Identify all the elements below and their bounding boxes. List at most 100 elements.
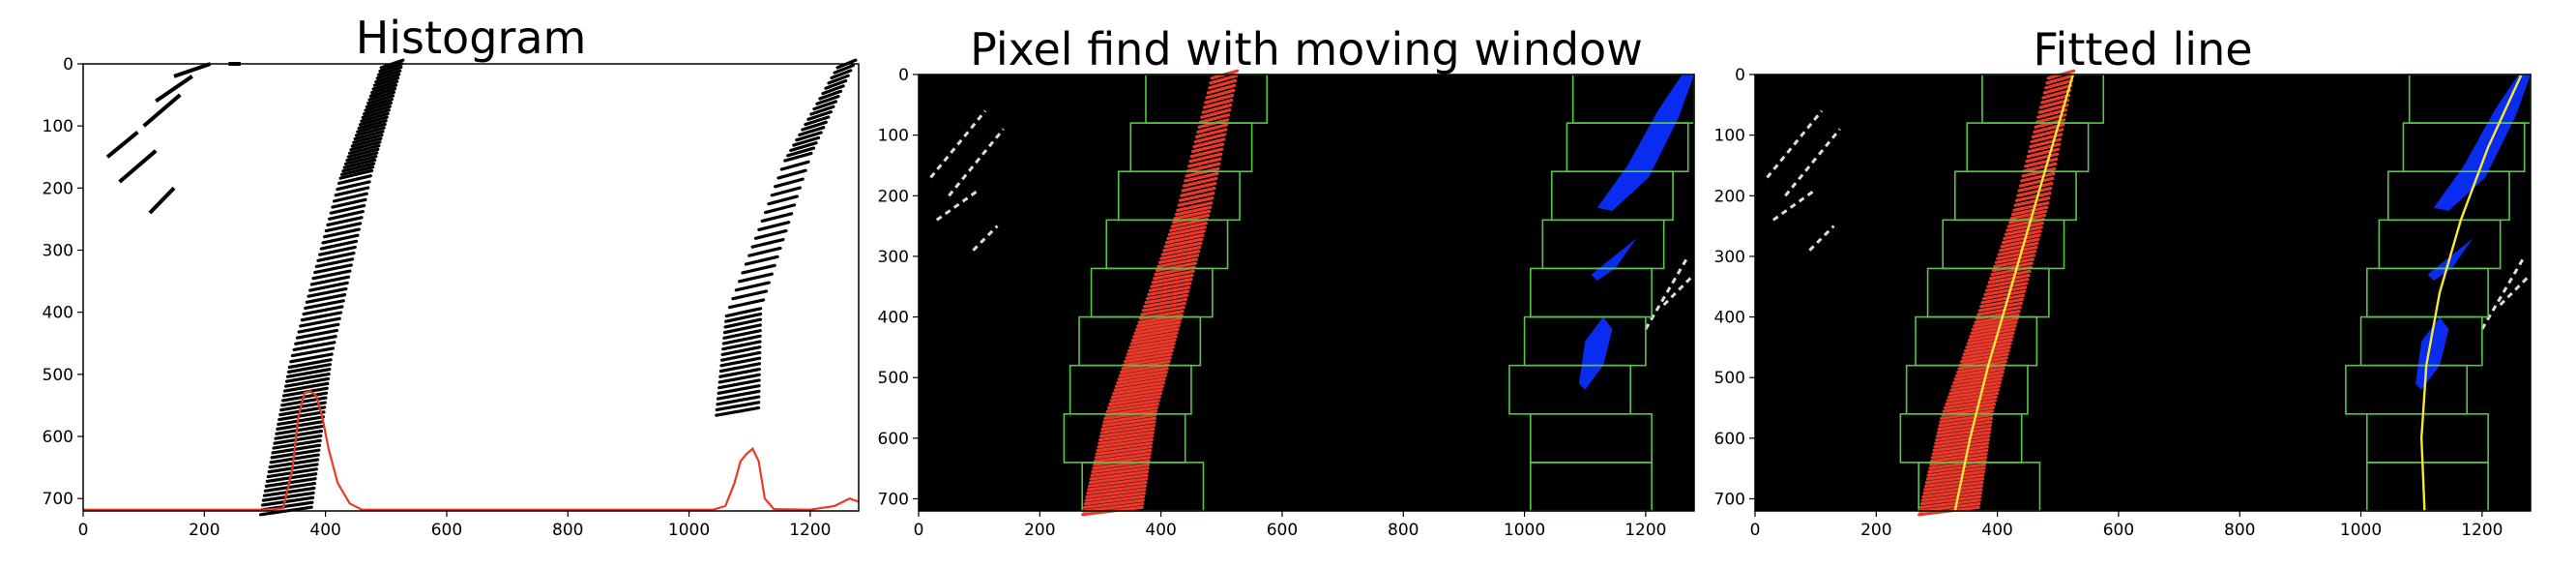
left-lane-pixels bbox=[1923, 480, 1984, 492]
moving-window-plot-area bbox=[919, 75, 1694, 511]
left-lane-pixels bbox=[321, 233, 360, 245]
left-lane-pixels bbox=[294, 335, 337, 345]
left-lane-pixels bbox=[1999, 241, 2039, 253]
right-lane-pixels bbox=[717, 384, 761, 395]
right-lane-pixels bbox=[2415, 316, 2449, 390]
left-lane-pixels bbox=[353, 130, 385, 141]
left-lane-pixels bbox=[1098, 427, 1156, 438]
left-lane-pixels bbox=[1122, 356, 1172, 367]
left-lane-pixels bbox=[278, 410, 326, 422]
left-lane-pixels bbox=[366, 94, 395, 105]
left-lane-pixels bbox=[281, 391, 329, 403]
right-lane-pixels bbox=[1579, 316, 1613, 390]
noise-pixels bbox=[1644, 255, 1690, 330]
left-lane-pixels bbox=[2037, 104, 2069, 114]
left-lane-pixels bbox=[1976, 305, 2022, 316]
left-lane-pixels bbox=[1102, 413, 1157, 424]
left-lane-pixels bbox=[1918, 498, 1981, 510]
left-lane-pixels bbox=[309, 275, 351, 286]
left-lane-pixels bbox=[1981, 289, 2027, 301]
left-lane-pixels bbox=[1966, 335, 2014, 345]
right-lane-pixels bbox=[763, 203, 797, 215]
right-lane-pixels bbox=[734, 281, 772, 292]
left-lane-pixels bbox=[1182, 176, 1218, 188]
left-lane-pixels bbox=[1181, 181, 1217, 193]
left-lane-pixels bbox=[319, 239, 359, 251]
left-lane-pixels bbox=[1936, 424, 1992, 434]
left-lane-pixels bbox=[2020, 171, 2056, 183]
left-lane-pixels bbox=[318, 245, 357, 256]
left-lane-pixels bbox=[2016, 187, 2053, 197]
left-lane-pixels bbox=[1943, 399, 1997, 410]
left-lane-pixels bbox=[2003, 229, 2042, 241]
fitted-line-plot-area bbox=[1755, 75, 2531, 511]
right-lane-pixels bbox=[719, 356, 762, 368]
left-lane-pixels bbox=[272, 438, 322, 450]
fitted-line-title: Fitted line bbox=[2033, 23, 2252, 75]
fitted-lane-line bbox=[2419, 74, 2523, 512]
right-lane-pixels bbox=[723, 317, 763, 329]
right-lane-pixels bbox=[724, 307, 763, 318]
left-lane-pixels bbox=[1103, 409, 1158, 421]
fitted-line-frame bbox=[1754, 74, 2532, 512]
left-lane-pixels bbox=[362, 105, 392, 116]
left-lane-pixels bbox=[2009, 209, 2048, 221]
right-lane-pixels bbox=[809, 105, 835, 116]
left-lane-pixels bbox=[2005, 222, 2044, 232]
left-lane-pixels bbox=[280, 396, 328, 407]
left-lane-pixels bbox=[1934, 434, 1991, 445]
left-lane-pixels bbox=[341, 162, 376, 173]
left-lane-pixels bbox=[271, 443, 322, 455]
right-lane-pixels bbox=[750, 237, 785, 249]
noise-pixels bbox=[2480, 255, 2527, 330]
left-lane-pixels bbox=[1086, 484, 1147, 495]
right-lane-pixels bbox=[720, 345, 762, 357]
left-lane-pixels bbox=[2004, 225, 2043, 236]
right-lane-pixels bbox=[806, 110, 833, 121]
left-lane-pixels bbox=[1136, 316, 1183, 328]
left-lane-pixels bbox=[1996, 250, 2037, 260]
left-lane-pixels bbox=[1977, 301, 2023, 313]
left-lane-pixels bbox=[284, 372, 331, 383]
noise-pixels bbox=[935, 188, 981, 222]
left-lane-pixels bbox=[1937, 420, 1993, 432]
left-lane-pixels bbox=[1984, 282, 2029, 292]
left-lane-pixels bbox=[1126, 345, 1175, 356]
left-lane-pixels bbox=[270, 448, 321, 460]
left-lane-pixels bbox=[1176, 201, 1214, 212]
left-lane-pixels bbox=[354, 126, 386, 137]
left-lane-pixels bbox=[1971, 320, 2018, 332]
y-tick-label: 500 bbox=[1714, 369, 1745, 388]
left-lane-pixels bbox=[1991, 261, 2034, 273]
left-lane-pixels bbox=[1125, 348, 1174, 360]
left-lane-pixels bbox=[1969, 327, 2016, 339]
left-lane-pixels bbox=[331, 197, 367, 209]
right-lane-pixels bbox=[738, 272, 774, 284]
left-lane-pixels bbox=[1963, 342, 2012, 353]
left-lane-pixels bbox=[1926, 466, 1986, 477]
left-lane-pixels bbox=[323, 227, 361, 239]
left-lane-pixels bbox=[1209, 74, 1239, 85]
left-lane-pixels bbox=[356, 122, 387, 134]
left-lane-pixels bbox=[1174, 205, 1213, 217]
right-lane-pixels bbox=[770, 186, 802, 197]
left-lane-pixels bbox=[1098, 434, 1155, 445]
moving-window-title: Pixel find with moving window bbox=[970, 23, 1643, 75]
y-tick-label: 700 bbox=[43, 490, 73, 509]
left-lane-pixels bbox=[342, 158, 377, 169]
y-tick-label: 200 bbox=[1714, 187, 1745, 206]
left-lane-pixels bbox=[264, 477, 317, 488]
left-lane-pixels bbox=[1935, 431, 1991, 442]
left-lane-pixels bbox=[2001, 233, 2041, 245]
left-lane-pixels bbox=[299, 316, 341, 328]
left-lane-pixels bbox=[339, 165, 375, 177]
x-tick-label: 1000 bbox=[2340, 521, 2382, 540]
left-lane-pixels bbox=[1087, 480, 1148, 492]
left-lane-pixels bbox=[1920, 491, 1982, 502]
left-lane-pixels bbox=[1096, 441, 1154, 453]
left-lane-pixels bbox=[274, 429, 324, 440]
left-lane-pixels bbox=[2010, 205, 2049, 217]
x-tick-label: 600 bbox=[2103, 521, 2134, 540]
right-lane-pixels bbox=[1591, 238, 1637, 281]
left-lane-pixels bbox=[349, 140, 382, 152]
